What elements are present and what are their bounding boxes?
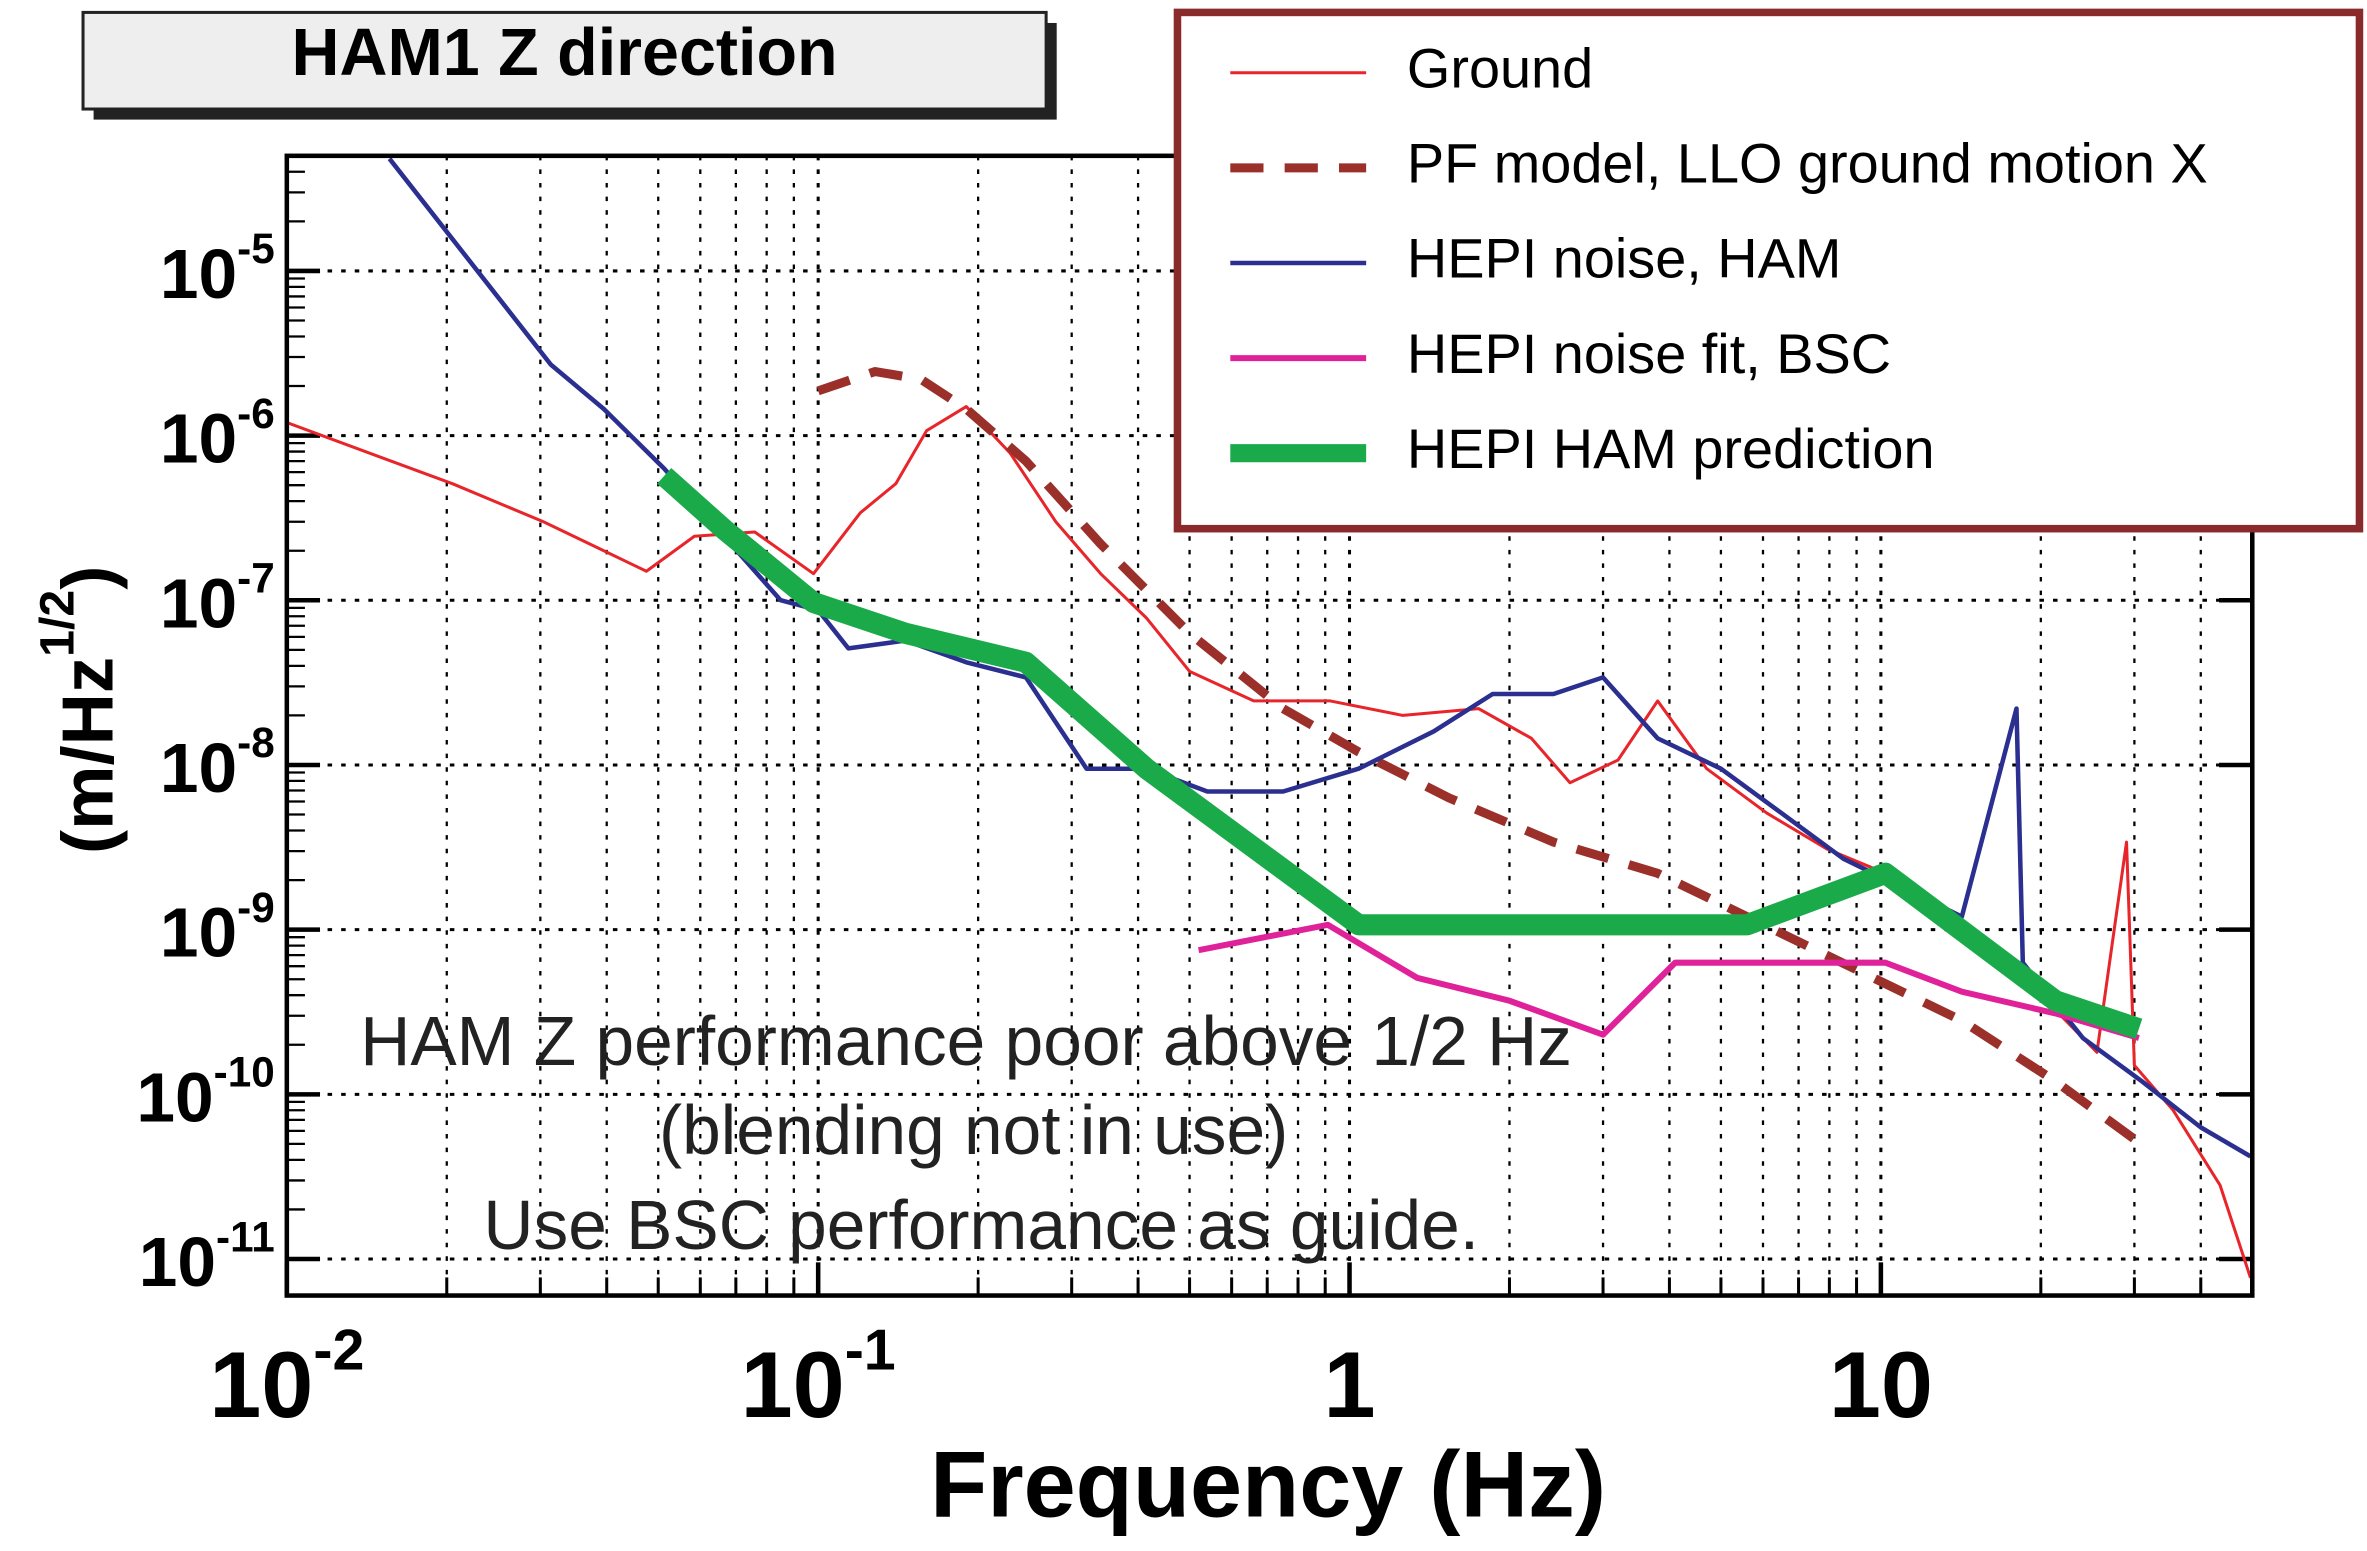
annotation: Use BSC performance as guide. <box>483 1186 1479 1264</box>
legend: Ground PF model, LLO ground motion X HEPI … <box>1173 8 2364 533</box>
legend-label: HEPI noise, HAM <box>1407 227 1841 290</box>
y-tick-label-exponent: -5 <box>237 225 275 272</box>
y-tick-label: 10-9 <box>160 884 275 972</box>
legend-label: PF model, LLO ground motion X <box>1407 132 2208 195</box>
legend-box <box>1173 8 2364 533</box>
x-tick-label-exponent: -2 <box>313 1319 364 1383</box>
y-axis-label-superscript: 1/2 <box>30 590 84 657</box>
x-tick-label: 10 <box>1829 1332 1933 1437</box>
y-tick-label-exponent: -9 <box>237 884 275 931</box>
y-axis-label: (m/Hz1/2) <box>30 566 129 854</box>
legend-label: Ground <box>1407 37 1593 100</box>
legend-label: HEPI HAM prediction <box>1407 417 1935 480</box>
y-tick-label-exponent: -8 <box>237 719 275 766</box>
x-axis-label: Frequency (Hz) <box>930 1432 1606 1537</box>
x-tick-label: 10-2 <box>209 1319 364 1437</box>
y-axis-label-text: (m/Hz <box>48 657 129 854</box>
series-line <box>1198 921 2140 1041</box>
y-tick-label: 10-10 <box>136 1049 274 1137</box>
y-tick-label-base: 10 <box>136 1059 213 1137</box>
y-tick-label: 10-8 <box>160 719 275 807</box>
chart-title: HAM1 Z direction <box>292 16 838 90</box>
legend-label: HEPI noise fit, BSC <box>1407 322 1891 385</box>
x-tick-label: 1 <box>1323 1332 1375 1437</box>
x-tick-label-exponent: -1 <box>845 1319 896 1383</box>
series-line <box>657 467 2143 1039</box>
y-tick-label-exponent: -10 <box>214 1049 275 1096</box>
x-tick-label-base: 10 <box>209 1332 313 1437</box>
y-tick-label-base: 10 <box>139 1223 216 1301</box>
annotation: HAM Z performance poor above 1/2 Hz <box>360 1002 1572 1080</box>
y-tick-label: 10-6 <box>160 390 275 478</box>
y-tick-label-base: 10 <box>160 235 237 313</box>
y-tick-label-base: 10 <box>160 565 237 643</box>
annotation: (blending not in use) <box>659 1091 1288 1169</box>
y-axis-label-suffix: ) <box>48 566 129 590</box>
x-tick-label-base: 10 <box>741 1332 845 1437</box>
y-tick-label-base: 10 <box>160 729 237 807</box>
x-tick-label: 10-1 <box>741 1319 896 1437</box>
y-tick-label: 10-11 <box>139 1213 275 1301</box>
x-tick-label-base: 1 <box>1323 1332 1375 1437</box>
y-tick-label-base: 10 <box>160 894 237 972</box>
title-box <box>81 10 1048 111</box>
y-tick-label-exponent: -11 <box>216 1213 275 1260</box>
x-tick-label-base: 10 <box>1829 1332 1933 1437</box>
y-tick-label-exponent: -6 <box>237 390 275 437</box>
y-tick-label: 10-7 <box>160 555 275 643</box>
series-line <box>816 367 2142 1147</box>
y-tick-label: 10-5 <box>160 225 275 313</box>
y-tick-label-exponent: -7 <box>237 555 275 602</box>
series-line <box>387 157 2252 1159</box>
y-tick-label-base: 10 <box>160 400 237 478</box>
